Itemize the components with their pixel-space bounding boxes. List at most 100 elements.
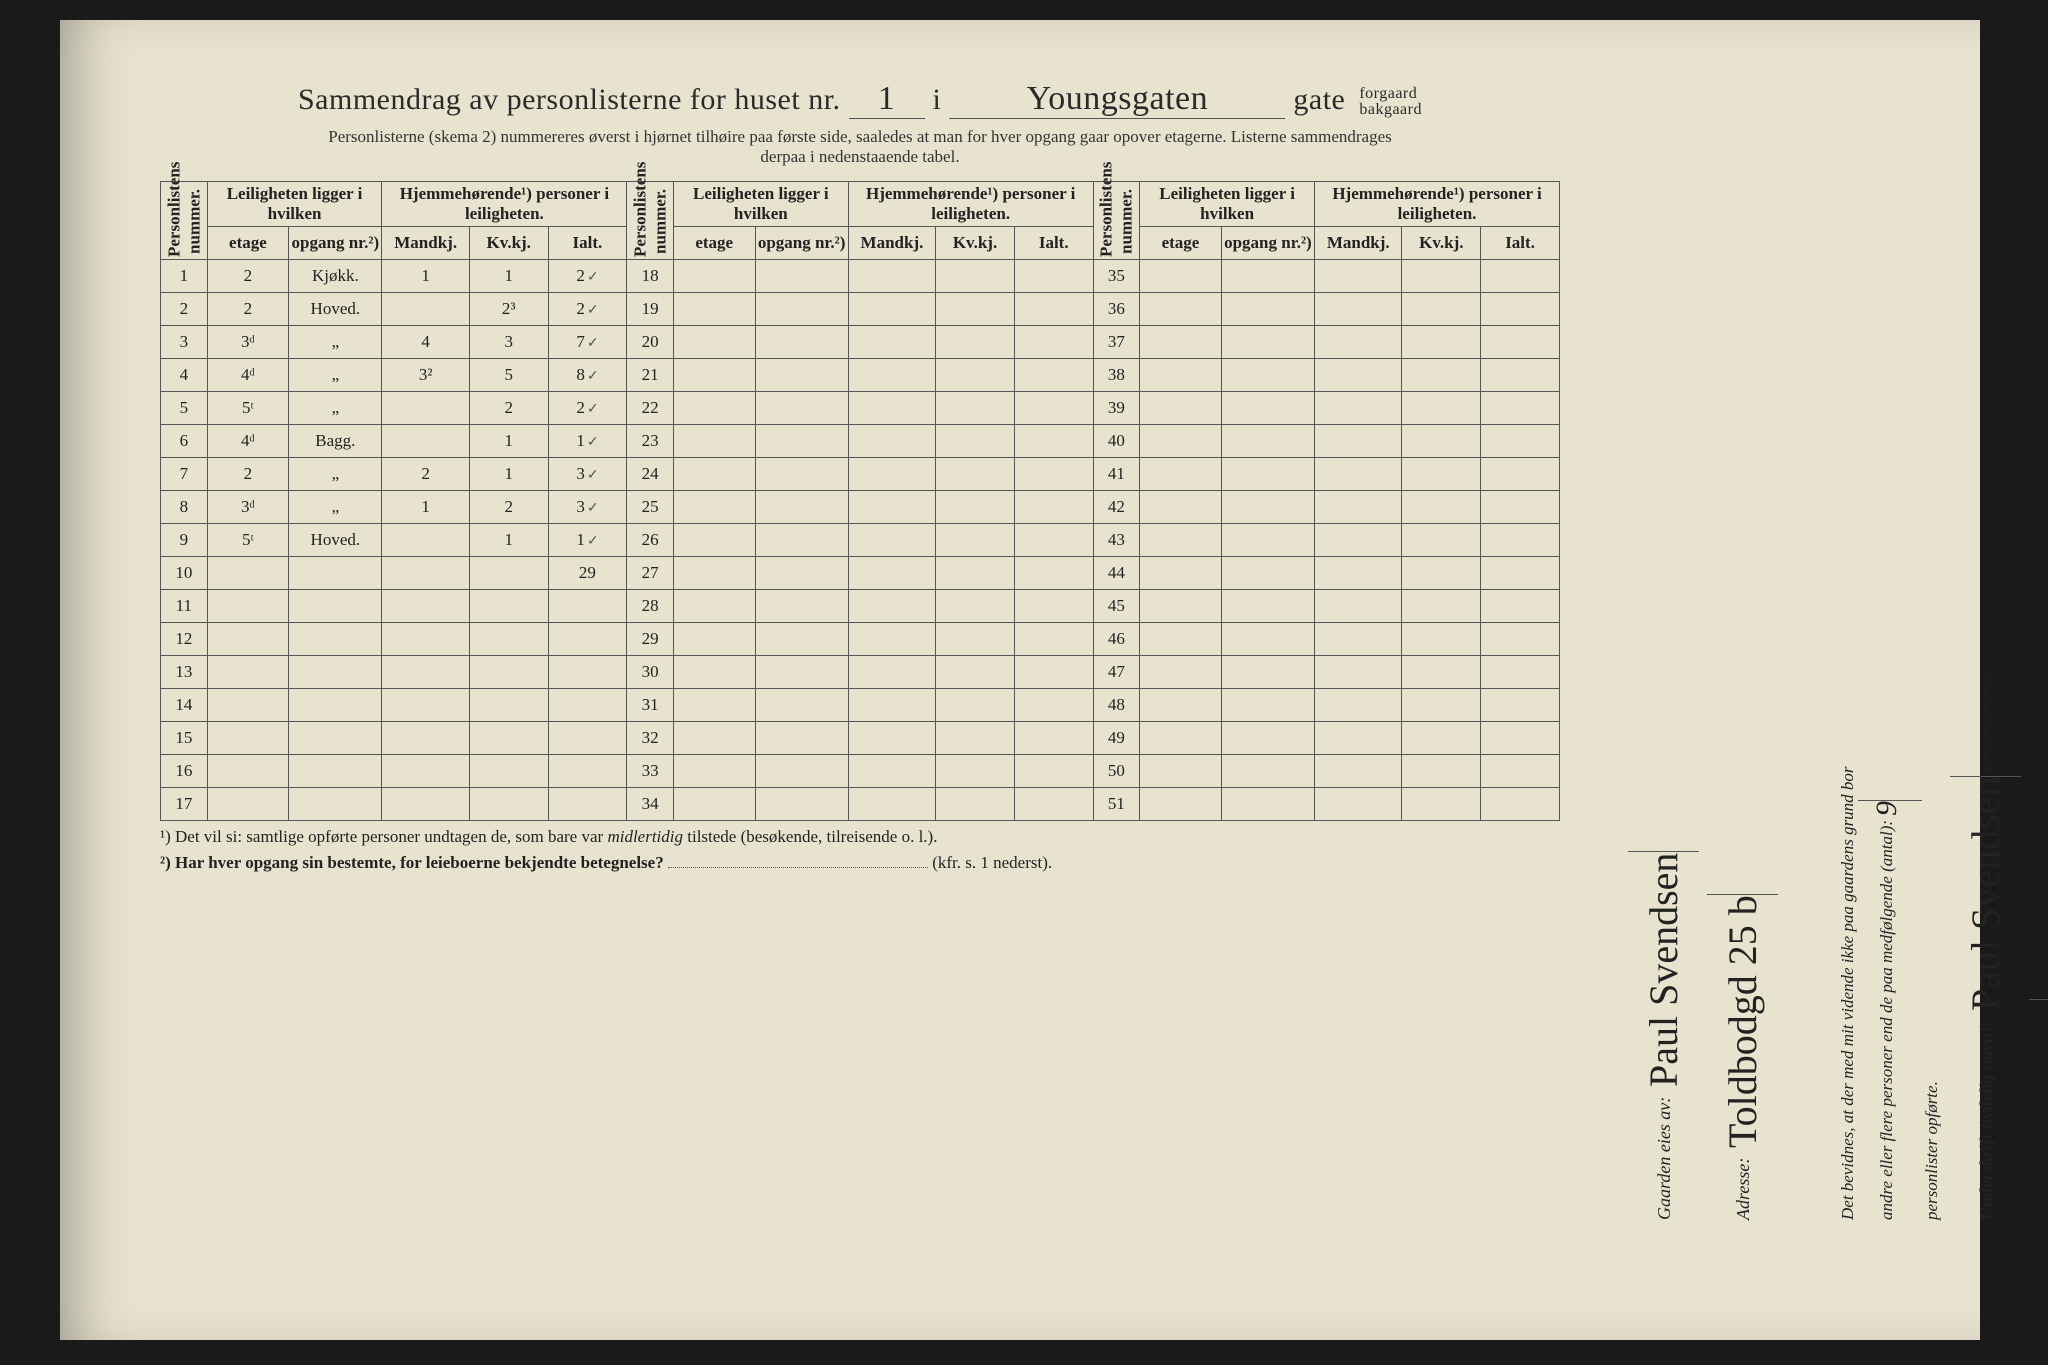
table-cell	[1481, 755, 1560, 788]
table-row: 133047	[161, 656, 1560, 689]
table-cell	[755, 359, 848, 392]
table-cell	[1014, 557, 1093, 590]
table-cell: 5	[161, 392, 208, 425]
table-cell: 26	[627, 524, 674, 557]
table-cell	[1221, 722, 1314, 755]
subtitle: Personlisterne (skema 2) nummereres øver…	[160, 127, 1560, 167]
table-row: 44ᵈ„3²58✓2138	[161, 359, 1560, 392]
table-cell	[1481, 359, 1560, 392]
table-cell: 14	[161, 689, 208, 722]
table-cell	[1221, 755, 1314, 788]
table-cell	[1402, 722, 1481, 755]
table-row: 122946	[161, 623, 1560, 656]
table-cell	[1481, 656, 1560, 689]
table-cell	[382, 392, 469, 425]
table-cell	[1481, 491, 1560, 524]
table-cell	[548, 590, 627, 623]
table-cell	[1402, 458, 1481, 491]
table-cell	[1221, 425, 1314, 458]
table-cell	[848, 656, 935, 689]
table-cell	[1014, 359, 1093, 392]
table-cell: 1✓	[548, 425, 627, 458]
table-cell: 1✓	[548, 524, 627, 557]
table-cell	[382, 623, 469, 656]
table-cell	[673, 755, 755, 788]
table-cell	[1481, 722, 1560, 755]
table-cell	[1014, 524, 1093, 557]
table-cell	[755, 425, 848, 458]
table-cell	[848, 755, 935, 788]
table-cell	[1402, 359, 1481, 392]
table-cell: 17	[161, 788, 208, 821]
table-cell: 9	[161, 524, 208, 557]
table-cell: 41	[1093, 458, 1140, 491]
col-personliste: Personlistens nummer.	[627, 182, 674, 260]
table-cell	[1140, 392, 1222, 425]
table-cell	[1402, 491, 1481, 524]
table-cell	[548, 623, 627, 656]
table-cell	[289, 557, 382, 590]
table-cell	[673, 359, 755, 392]
table-cell: Hoved.	[289, 524, 382, 557]
table-body: 12Kjøkk.112✓183522Hoved.2³2✓193633ᵈ„437✓…	[161, 260, 1560, 821]
title-mid: i	[933, 83, 942, 116]
table-cell	[1014, 722, 1093, 755]
table-cell	[1402, 425, 1481, 458]
table-row: 22Hoved.2³2✓1936	[161, 293, 1560, 326]
table-row: 10292744	[161, 557, 1560, 590]
table-cell	[1481, 458, 1560, 491]
table-cell	[936, 689, 1015, 722]
table-cell	[382, 755, 469, 788]
table-cell	[1221, 458, 1314, 491]
table-cell	[1315, 623, 1402, 656]
table-cell	[755, 755, 848, 788]
table-cell	[848, 425, 935, 458]
table-cell: 4ᵈ	[207, 425, 289, 458]
table-cell	[848, 293, 935, 326]
table-cell: 23	[627, 425, 674, 458]
col-personliste: Personlistens nummer.	[1093, 182, 1140, 260]
table-cell	[469, 590, 548, 623]
table-cell: 15	[161, 722, 208, 755]
table-cell	[1315, 524, 1402, 557]
table-cell: 18	[627, 260, 674, 293]
table-cell: 44	[1093, 557, 1140, 590]
table-cell: 8	[161, 491, 208, 524]
table-cell	[382, 425, 469, 458]
table-cell	[548, 788, 627, 821]
table-cell	[1140, 458, 1222, 491]
table-cell	[1315, 458, 1402, 491]
table-row: 143148	[161, 689, 1560, 722]
table-cell: „	[289, 458, 382, 491]
table-cell	[936, 524, 1015, 557]
table-cell: 1	[469, 260, 548, 293]
table-cell: 16	[161, 755, 208, 788]
table-cell	[1315, 359, 1402, 392]
table-cell	[755, 524, 848, 557]
table-cell	[1221, 359, 1314, 392]
table-cell	[755, 788, 848, 821]
col-hjemme: Hjemmehørende¹) personer i leiligheten.	[848, 182, 1093, 227]
table-cell	[1315, 590, 1402, 623]
table-cell	[673, 524, 755, 557]
table-cell	[469, 722, 548, 755]
table-cell	[1014, 689, 1093, 722]
table-cell	[1315, 392, 1402, 425]
table-cell	[1315, 326, 1402, 359]
table-cell	[1221, 689, 1314, 722]
table-cell	[1221, 590, 1314, 623]
table-cell	[936, 458, 1015, 491]
table-cell	[1014, 260, 1093, 293]
table-cell	[673, 425, 755, 458]
col-personliste: Personlistens nummer.	[161, 182, 208, 260]
table-cell	[289, 656, 382, 689]
table-cell	[548, 755, 627, 788]
table-cell	[1402, 524, 1481, 557]
table-cell	[936, 260, 1015, 293]
table-cell	[469, 755, 548, 788]
table-cell: 35	[1093, 260, 1140, 293]
table-cell	[1014, 491, 1093, 524]
table-cell: „	[289, 491, 382, 524]
table-cell	[207, 590, 289, 623]
table-cell: 3✓	[548, 458, 627, 491]
